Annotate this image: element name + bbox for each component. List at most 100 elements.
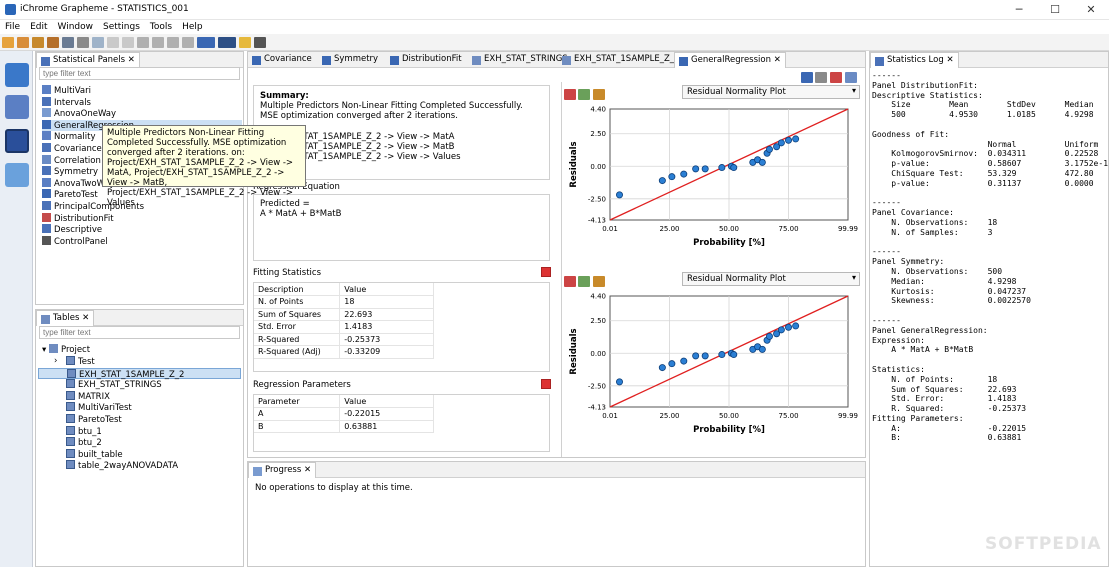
panel-item[interactable]: Symmetry	[42, 166, 242, 178]
open-icon[interactable]	[17, 37, 29, 48]
minimize-button[interactable]: ─	[1015, 3, 1023, 16]
table-item[interactable]: btu_2	[38, 437, 241, 449]
panel-item-icon	[42, 212, 51, 222]
editor-tab-icon	[472, 56, 481, 65]
table-item[interactable]: table_2wayANOVADATA	[38, 460, 241, 472]
export-chart-icon[interactable]	[845, 72, 857, 83]
table-row: B 0.63881	[254, 420, 434, 433]
table-cell: 18	[339, 295, 434, 309]
export-icon[interactable]	[47, 37, 59, 48]
delete-icon[interactable]	[182, 37, 194, 48]
copy-icon[interactable]	[152, 37, 164, 48]
statistics-icon[interactable]	[5, 129, 29, 153]
y-tick-label: 2.50	[590, 317, 606, 325]
chart-table-icon[interactable]	[593, 89, 605, 100]
editor-tab[interactable]: EXH_STAT_1SAMPLE_Z_2	[558, 52, 683, 68]
table-item[interactable]: › Test	[54, 356, 95, 367]
panel-item[interactable]: Covariance	[42, 143, 242, 155]
editor-tab[interactable]: Symmetry	[318, 52, 382, 68]
progress-view: Progress ✕ No operations to display at t…	[247, 461, 866, 567]
menu-edit[interactable]: Edit	[30, 22, 48, 32]
tab-statistical-panels[interactable]: Statistical Panels ✕	[36, 52, 140, 68]
panel-item[interactable]: ParetoTest	[42, 189, 242, 201]
undo-icon[interactable]	[107, 37, 119, 48]
redo-icon[interactable]	[122, 37, 134, 48]
preview-icon[interactable]	[92, 37, 104, 48]
chart-tools-icon[interactable]	[564, 276, 576, 287]
table-file-icon	[66, 448, 75, 458]
panel-item[interactable]: Correlation	[42, 154, 242, 167]
table-header-row: Parameter Value	[254, 395, 434, 408]
panel-item[interactable]: Intervals	[42, 96, 242, 109]
tables-filter-input[interactable]	[39, 326, 240, 339]
panel-item[interactable]: MultiVari	[42, 85, 242, 97]
table-item[interactable]: EXH_STAT_1SAMPLE_Z_2	[38, 367, 241, 380]
cut-icon[interactable]	[137, 37, 149, 48]
menu-tools[interactable]: Tools	[149, 22, 173, 32]
menu-window[interactable]: Window	[57, 22, 94, 32]
data-point	[758, 345, 766, 353]
table-item[interactable]: EXH_STAT_STRINGS	[38, 379, 241, 391]
bulb-icon[interactable]	[239, 37, 251, 48]
chart-copy-icon[interactable]	[578, 89, 590, 100]
menu-help[interactable]: Help	[182, 22, 203, 32]
tab-progress[interactable]: Progress ✕	[248, 462, 317, 478]
settings-icon[interactable]	[5, 163, 29, 187]
import-icon[interactable]	[32, 37, 44, 48]
panel-item[interactable]: PrincipalComponents	[42, 201, 242, 213]
paste-icon[interactable]	[167, 37, 179, 48]
edit-icon[interactable]	[815, 72, 827, 83]
close-button[interactable]: ✕	[1086, 3, 1096, 16]
statistics-log-header: Statistics Log ✕	[870, 52, 1108, 68]
chart-tools-icon[interactable]	[564, 89, 576, 100]
plot-type-select-1[interactable]: Residual Normality Plot ▾	[682, 85, 860, 99]
panel-item[interactable]: AnovaTwoWay	[42, 177, 242, 190]
data-point	[730, 164, 738, 172]
editor-tab[interactable]: EXH_STAT_STRINGS	[468, 52, 572, 68]
table-cell: B	[254, 420, 341, 433]
export-stats-icon[interactable]	[541, 267, 551, 277]
panel-item[interactable]: DistributionFit	[42, 212, 242, 225]
export-params-icon[interactable]	[541, 379, 551, 389]
editor-tab[interactable]: GeneralRegression ✕	[674, 52, 786, 68]
save-icon[interactable]	[62, 37, 74, 48]
summary-source-2: EXH_STAT_1SAMPLE_Z_2 -> View -> MatB	[276, 142, 455, 152]
table-item[interactable]: built_table	[38, 448, 241, 461]
tab-statistics-log[interactable]: Statistics Log ✕	[870, 52, 959, 68]
editor-tab[interactable]: Covariance	[248, 52, 316, 68]
table-file-icon	[66, 437, 75, 447]
tab-tables[interactable]: Tables ✕	[36, 310, 95, 326]
layout-icon[interactable]	[801, 72, 813, 83]
y-tick-label: -2.50	[588, 195, 606, 203]
editor-tab[interactable]: DistributionFit	[386, 52, 466, 68]
window-icon[interactable]	[218, 37, 236, 48]
table-cell: -0.25373	[339, 333, 434, 346]
panel-item[interactable]: Normality	[42, 131, 242, 143]
print-icon[interactable]	[77, 37, 89, 48]
table-item[interactable]: MATRIX	[38, 390, 241, 403]
panels-filter-input[interactable]	[39, 67, 240, 80]
grapheme-logo-icon[interactable]	[5, 63, 29, 87]
panel-item[interactable]: AnovaOneWay	[42, 108, 242, 120]
chart-settings-icon[interactable]	[830, 72, 842, 83]
window-title: iChrome Grapheme - STATISTICS_001	[20, 4, 189, 14]
run-icon[interactable]	[197, 37, 215, 48]
bar-chart-icon[interactable]	[5, 95, 29, 119]
menu-file[interactable]: File	[5, 22, 21, 32]
data-point	[692, 352, 700, 360]
new-icon[interactable]	[2, 37, 14, 48]
plot-type-select-2[interactable]: Residual Normality Plot ▾	[682, 272, 860, 286]
table-item[interactable]: ParetoTest	[38, 414, 241, 426]
tree-root-project[interactable]: ▾ Project	[42, 344, 91, 355]
panel-item[interactable]: Descriptive	[42, 224, 242, 236]
chart-table-icon[interactable]	[593, 276, 605, 287]
menu-settings[interactable]: Settings	[103, 22, 140, 32]
table-item[interactable]: btu_1	[38, 425, 241, 438]
maximize-button[interactable]: ☐	[1050, 3, 1060, 16]
table-row: A -0.22015	[254, 407, 434, 421]
data-point	[718, 164, 726, 172]
camera-icon[interactable]	[254, 37, 266, 48]
panel-item[interactable]: ControlPanel	[42, 235, 242, 248]
table-item[interactable]: MultiVariTest	[38, 402, 241, 414]
chart-copy-icon[interactable]	[578, 276, 590, 287]
